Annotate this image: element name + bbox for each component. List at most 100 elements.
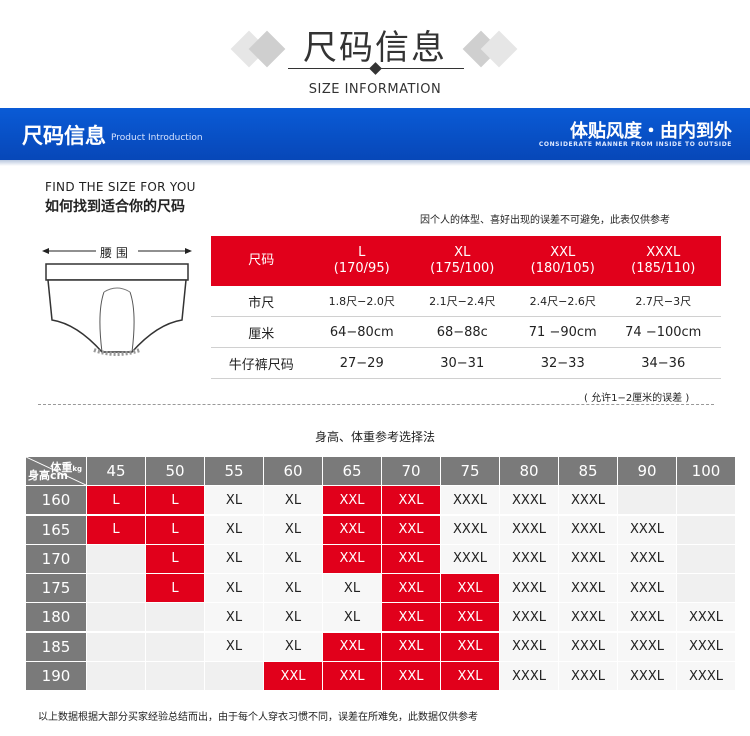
grid-row: 185 XL XL XXL XXL XXL XXXL XXXL XXXL XXXL: [26, 632, 736, 662]
weight-header-cell: 45: [87, 457, 145, 485]
banner-slogan: 体贴风度・由内到外: [570, 121, 732, 142]
weight-header-cell: 90: [618, 457, 676, 485]
size-cell: XL: [264, 544, 322, 573]
size-cell: XXL: [441, 632, 499, 661]
size-cell: [87, 662, 145, 691]
footer-note: 以上数据根据大部分买家经验总结而出，由于每个人穿衣习惯不同，误差在所难免，此数据…: [38, 712, 478, 723]
size-header-l: L (170/95): [333, 245, 390, 276]
size-table: 尺码 L (170/95) XL (175/100) XXL (180/105) XX…: [211, 236, 721, 379]
size-cell: XXL: [441, 574, 499, 603]
size-cell: XXXL: [677, 632, 735, 661]
weight-header-cell: 80: [500, 457, 558, 485]
size-cell: L: [146, 486, 204, 515]
size-cell: XL: [205, 632, 263, 661]
size-cell: XXXL: [500, 632, 558, 661]
size-cell: [677, 486, 735, 515]
size-header-xxxl: XXXL (185/110): [631, 245, 696, 276]
size-cell: XXL: [382, 662, 440, 691]
size-cell: XXXL: [559, 603, 617, 632]
size-cell: XXXL: [441, 515, 499, 544]
grid-row: 180 XL XL XL XXL XXL XXXL XXXL XXXL XXXL: [26, 603, 736, 632]
size-cell: XL: [205, 515, 263, 544]
row-label: 牛仔裤尺码: [228, 357, 294, 373]
size-cell: [87, 603, 145, 632]
height-label-cell: 185: [26, 632, 86, 661]
table-row: 市尺 1.8尺−2.0尺 2.1尺−2.4尺 2.4尺−2.6尺 2.7尺−3尺: [211, 286, 721, 317]
height-weight-grid: 体重kg 身高cm 45 50 55 60 65 70 75 80 85 90 100 160 L L X…: [25, 457, 736, 692]
size-cell: [205, 662, 263, 691]
page-title: 尺码信息: [303, 28, 447, 68]
page-header: 尺码信息 SIZE INFORMATION: [0, 0, 750, 110]
reference-title: 身高、体重参考选择法: [314, 430, 435, 444]
banner-subtitle: Product Introduction: [111, 133, 203, 143]
banner-shadow: [0, 160, 750, 166]
size-cell: XXL: [382, 603, 440, 632]
size-cell: XL: [205, 603, 263, 632]
weight-header-cell: 85: [559, 457, 617, 485]
height-label-cell: 165: [26, 515, 86, 544]
waist-label: 腰 围: [100, 246, 128, 260]
dashed-divider: [38, 404, 714, 405]
size-cell: [87, 574, 145, 603]
size-cell: L: [146, 515, 204, 544]
corner-weight-label: 体重kg: [50, 461, 82, 474]
height-label-cell: 160: [26, 486, 86, 515]
weight-header-cell: 60: [264, 457, 322, 485]
size-cell: XXL: [382, 515, 440, 544]
size-cell: [87, 632, 145, 661]
size-cell: XXXL: [500, 486, 558, 515]
table-cell: 68−88c: [436, 324, 488, 340]
size-cell: XXL: [382, 486, 440, 515]
grid-row: 165 L L XL XL XXL XXL XXXL XXXL XXXL XXXL: [26, 515, 736, 545]
size-cell: XXXL: [500, 603, 558, 632]
table-cell: 34−36: [641, 355, 686, 371]
table-cell: 2.7尺−3尺: [635, 295, 692, 308]
height-label-cell: 190: [26, 662, 86, 691]
size-cell: XXXL: [500, 662, 558, 691]
underwear-diagram-icon: [45, 263, 189, 356]
grid-corner: 体重kg 身高cm: [26, 457, 86, 485]
weight-header-cell: 65: [323, 457, 381, 485]
size-cell: XXXL: [559, 486, 617, 515]
grid-header-row: 体重kg 身高cm 45 50 55 60 65 70 75 80 85 90 100: [26, 457, 736, 486]
diamond-decoration-right: [462, 28, 522, 72]
size-cell: L: [87, 515, 145, 544]
size-table-header: 尺码 L (170/95) XL (175/100) XXL (180/105) XX…: [211, 236, 721, 286]
size-cell: XXXL: [618, 515, 676, 544]
find-size-heading-cn: 如何找到适合你的尺码: [45, 199, 185, 215]
size-cell: XXL: [323, 662, 381, 691]
section-banner: 尺码信息 Product Introduction 体贴风度・由内到外 CONS…: [0, 108, 750, 160]
disclaimer-text: 因个人的体型、喜好出现的误差不可避免，此表仅供参考: [420, 215, 670, 226]
size-cell: XXXL: [618, 603, 676, 632]
size-cell: [146, 662, 204, 691]
weight-header-cell: 75: [441, 457, 499, 485]
size-cell: [87, 544, 145, 573]
weight-header-cell: 100: [677, 457, 735, 485]
size-header-xl: XL (175/100): [430, 245, 495, 276]
size-cell: XXXL: [618, 662, 676, 691]
size-cell: [677, 515, 735, 544]
size-cell: [618, 486, 676, 515]
size-cell: XXL: [264, 662, 322, 691]
height-label-cell: 175: [26, 574, 86, 603]
size-cell: XXL: [323, 486, 381, 515]
size-cell: XL: [205, 574, 263, 603]
weight-header-cell: 55: [205, 457, 263, 485]
size-cell: XL: [264, 574, 322, 603]
size-header-xxl: XXL (180/105): [530, 245, 595, 276]
size-cell: XXXL: [677, 662, 735, 691]
size-cell: XXL: [441, 603, 499, 632]
size-cell: [146, 603, 204, 632]
grid-row: 190 XXL XXL XXL XXL XXXL XXXL XXXL XXXL: [26, 662, 736, 691]
find-size-heading-en: FIND THE SIZE FOR YOU: [45, 180, 196, 194]
size-cell: XL: [264, 632, 322, 661]
size-cell: XL: [264, 515, 322, 544]
grid-row: 175 L XL XL XL XXL XXL XXXL XXXL XXXL: [26, 574, 736, 603]
size-cell: L: [146, 574, 204, 603]
table-row: 牛仔裤尺码 27−29 30−31 32−33 34−36: [211, 348, 721, 379]
size-cell: XXL: [441, 662, 499, 691]
size-cell: [677, 574, 735, 603]
size-cell: XL: [323, 603, 381, 632]
height-label-cell: 180: [26, 603, 86, 632]
size-cell: XXL: [323, 632, 381, 661]
